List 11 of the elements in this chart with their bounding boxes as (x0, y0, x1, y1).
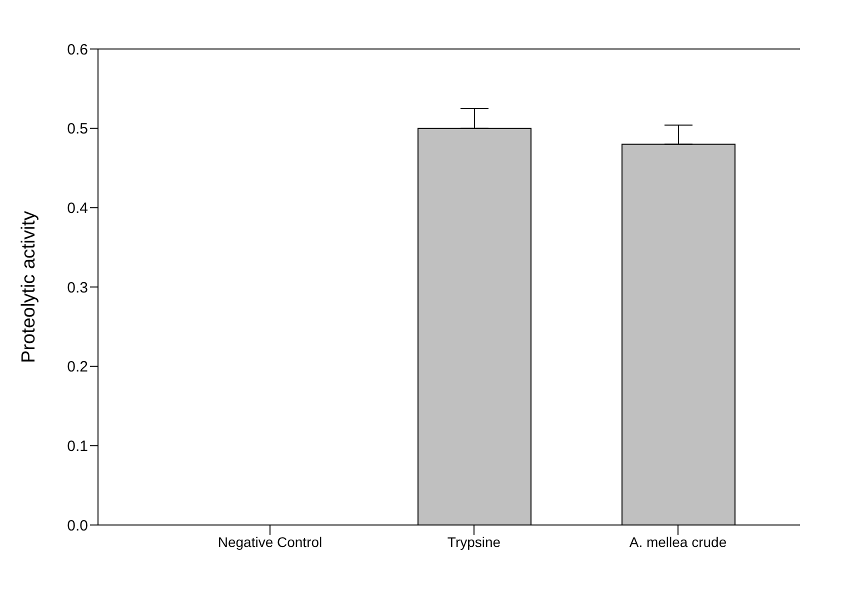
y-tick-label: 0.2 (67, 358, 88, 376)
y-tick-label: 0.0 (67, 517, 88, 534)
y-axis-title: Proteolytic activity (18, 210, 40, 364)
x-tick-label: A. mellea crude (629, 534, 727, 550)
y-tick-label: 0.6 (67, 41, 88, 58)
y-tick-label: 0.3 (67, 279, 88, 296)
y-tick-label: 0.5 (67, 120, 88, 138)
x-tick-label: Negative Control (218, 534, 322, 550)
x-tick-label: Trypsine (447, 534, 501, 550)
y-tick-label: 0.4 (67, 200, 88, 217)
y-tick-label: 0.1 (67, 438, 88, 455)
